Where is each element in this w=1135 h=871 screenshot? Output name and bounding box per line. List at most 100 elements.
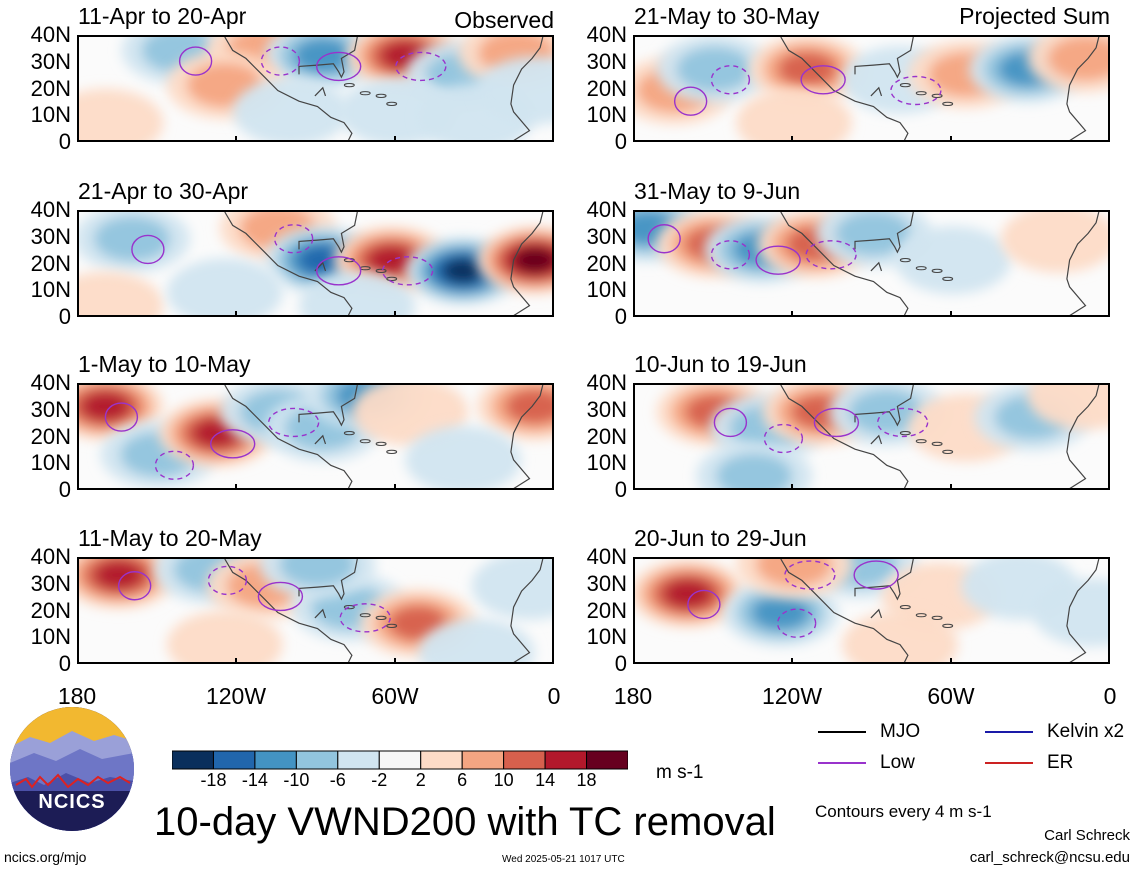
coastline	[780, 37, 909, 140]
x-tick-mark	[791, 311, 794, 317]
y-tick-label: 30N	[30, 396, 71, 422]
y-tick-label: 0	[614, 304, 627, 329]
coastline	[1066, 385, 1100, 488]
island	[375, 93, 387, 98]
island	[359, 613, 371, 618]
y-tick-label: 30N	[586, 396, 627, 422]
anomaly-blob	[166, 258, 283, 315]
coastline	[1066, 37, 1100, 140]
coastline	[298, 385, 358, 427]
coastline	[1066, 559, 1100, 662]
anomaly-blob	[696, 441, 813, 488]
x-tick-mark	[633, 658, 635, 664]
y-tick-label: 20N	[586, 597, 627, 623]
x-tick-mark	[393, 311, 396, 317]
panel-title: 11-May to 20-May	[78, 525, 262, 551]
coastline	[314, 608, 327, 619]
anomaly-blob	[1001, 212, 1108, 273]
island	[899, 431, 911, 436]
island	[343, 83, 355, 88]
legend-label: MJO	[880, 721, 921, 742]
island	[375, 268, 387, 273]
contour-low	[209, 429, 256, 459]
y-tick-label: 20N	[30, 75, 71, 101]
colorbar-swatch	[212, 750, 256, 770]
colorbar-swatch	[586, 750, 628, 770]
contour-low	[117, 571, 152, 601]
x-tick-mark	[77, 484, 79, 490]
y-tick-label: 20N	[30, 250, 71, 276]
author-email: carl_schreck@ncsu.edu	[969, 849, 1130, 866]
coastline	[870, 86, 883, 97]
contour-low	[890, 75, 942, 106]
colorbar-tick-label: 6	[457, 770, 468, 790]
x-tick-mark	[949, 484, 952, 490]
y-tick-label: 40N	[30, 22, 71, 47]
panel-title: 20-Jun to 29-Jun	[634, 525, 807, 551]
map-svg	[79, 212, 552, 315]
island	[931, 268, 943, 273]
coastline	[870, 608, 883, 619]
colorbar-swatch	[378, 750, 422, 770]
legend-line	[985, 731, 1033, 733]
x-tick-mark	[1108, 484, 1110, 490]
y-tick-label: 0	[58, 304, 71, 329]
coastline	[510, 212, 544, 315]
panel-title: 11-Apr to 20-Apr	[78, 3, 247, 29]
y-tick-label: 30N	[30, 570, 71, 596]
island	[386, 276, 398, 281]
anomaly-blob	[842, 610, 958, 662]
x-tick-mark	[235, 311, 238, 317]
anomaly-blob	[79, 271, 164, 315]
colorbar-swatch	[295, 750, 339, 770]
author-name: Carl Schreck	[1044, 827, 1130, 844]
legend-label: Low	[880, 752, 915, 773]
island	[915, 266, 927, 271]
coastline	[224, 212, 353, 315]
colorbar-tick-label: -10	[283, 770, 310, 790]
x-tick-mark	[791, 136, 794, 142]
map-svg	[635, 37, 1108, 140]
x-tick-label: 60W	[927, 683, 975, 709]
map-panel	[77, 35, 554, 142]
anomaly-blob	[418, 618, 535, 662]
contour-low	[710, 240, 751, 270]
x-tick-mark	[393, 658, 396, 664]
island	[359, 91, 371, 96]
island	[931, 615, 943, 620]
x-tick-mark	[552, 484, 554, 490]
y-tick-label: 40N	[586, 544, 627, 569]
contour-low	[687, 589, 721, 620]
island	[942, 623, 954, 628]
y-tick-label: 30N	[30, 223, 71, 249]
x-tick-mark	[1108, 311, 1110, 317]
anomaly-blob	[736, 88, 852, 140]
x-tick-mark	[633, 136, 635, 142]
map-panel	[633, 557, 1110, 664]
coastline	[510, 37, 544, 140]
x-tick-mark	[633, 484, 635, 490]
y-tick-label: 10N	[30, 102, 71, 128]
anomaly-blob	[895, 226, 1011, 295]
island	[942, 449, 954, 454]
coastline	[224, 37, 353, 140]
anomaly-blob	[476, 385, 552, 441]
x-tick-mark	[949, 311, 952, 317]
contour-low	[257, 581, 304, 612]
y-tick-label: 30N	[586, 570, 627, 596]
y-tick-label: 20N	[30, 423, 71, 449]
anomaly-blob	[79, 88, 164, 140]
y-tick-label: 30N	[30, 48, 71, 74]
map-panel	[77, 557, 554, 664]
island	[899, 258, 911, 263]
colorbar-tick-label: 2	[415, 770, 426, 790]
y-tick-label: 10N	[30, 624, 71, 650]
legend-line	[985, 762, 1033, 764]
contour-low	[763, 423, 804, 454]
anomaly-blob	[166, 610, 283, 662]
coastline	[510, 559, 544, 662]
ncics-logo: NCICS	[10, 707, 134, 831]
y-tick-label: 0	[58, 477, 71, 502]
contour-low	[853, 560, 899, 590]
coastline	[510, 385, 544, 488]
